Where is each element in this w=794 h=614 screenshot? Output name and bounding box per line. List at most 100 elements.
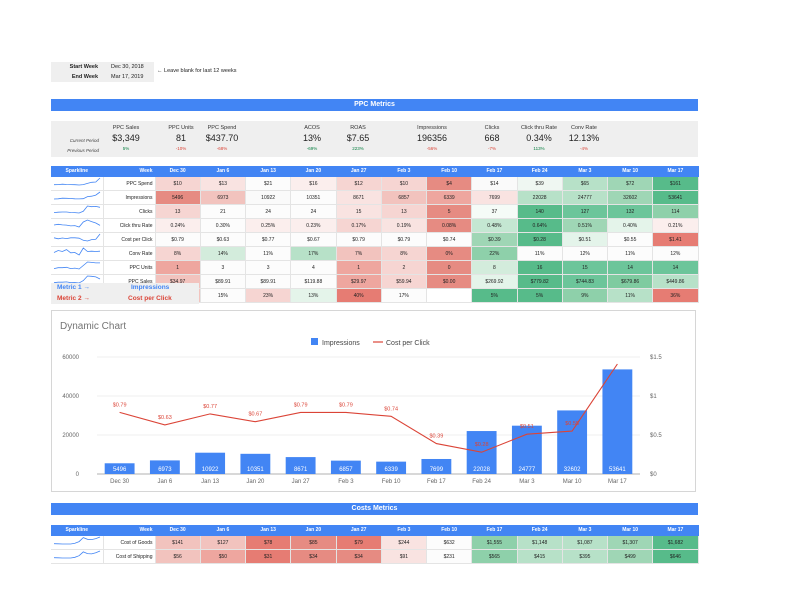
metric-2-select[interactable]: Cost per Click: [128, 295, 172, 302]
header-week: Week: [103, 525, 156, 536]
data-cell: 15: [562, 260, 609, 275]
end-week-value[interactable]: Mar 17, 2019: [111, 74, 144, 80]
data-cell: 22%: [471, 246, 518, 261]
line-value-label: $0.39: [429, 434, 443, 440]
header-week-cell: Jan 6: [200, 525, 247, 536]
data-cell: $14: [471, 176, 518, 191]
current-period-label: Current Period: [69, 138, 99, 143]
data-cell: 6973: [200, 190, 247, 205]
bar-value-label: 6339: [384, 467, 398, 473]
data-cell: $89.91: [200, 274, 247, 289]
start-week-value[interactable]: Dec 30, 2018: [111, 64, 144, 70]
sparkline-cell: [51, 232, 104, 247]
data-cell: $244: [381, 535, 428, 550]
data-cell: 17%: [381, 288, 428, 303]
table-row: Cost of Shipping $56 $50 $31 $34 $34 $91 $231 $5…: [51, 549, 699, 564]
sparkline-line: [53, 233, 101, 242]
legend-swatch-impressions: [311, 338, 318, 345]
data-cell: $39: [517, 176, 563, 191]
data-cell: $59.94: [381, 274, 428, 289]
right-axis-tick: $0: [650, 472, 657, 478]
bar: [195, 452, 226, 474]
x-axis-tick: Feb 3: [338, 479, 354, 485]
summary-metric-name: Conv Rate: [571, 125, 597, 131]
data-cell: $779.82: [517, 274, 563, 289]
summary-metric-name: PPC Units: [168, 125, 194, 131]
sparkline-line: [53, 536, 100, 545]
data-cell: 0.48%: [471, 218, 518, 233]
table-row: Impressions 5496 6973 10922 10351 8671 6857 633…: [51, 190, 699, 205]
header-week-cell: Mar 10: [607, 166, 654, 177]
bar: [104, 463, 135, 474]
data-cell: 21: [200, 204, 247, 219]
data-cell: $1.41: [652, 232, 699, 247]
data-cell: $21: [245, 176, 292, 191]
table-row: Clicks 13 21 24 24 15 13 5 37 140 127 132 114: [51, 204, 699, 219]
data-cell: 14: [652, 260, 699, 275]
data-cell: $1,087: [562, 535, 609, 550]
data-cell: $0.39: [471, 232, 518, 247]
data-cell: $269.92: [471, 274, 518, 289]
data-cell: $1,307: [607, 535, 654, 550]
data-cell: 13: [155, 204, 201, 219]
data-cell: $744.83: [562, 274, 609, 289]
table-row: Cost per Click $0.79 $0.63 $0.77 $0.67 $0.79 $…: [51, 232, 699, 247]
table-header-row: Sparkline Week Dec 30 Jan 6 Jan 13 Jan 20 Jan …: [51, 525, 699, 536]
data-cell: $415: [517, 549, 563, 564]
data-cell: $72: [607, 176, 654, 191]
data-cell: $78: [245, 535, 292, 550]
data-cell: 22028: [517, 190, 563, 205]
left-axis-tick: 0: [76, 472, 80, 478]
table-row: Click thru Rate 0.24% 0.30% 0.25% 0.23% 0.17%…: [51, 218, 699, 233]
data-cell: 14: [607, 260, 654, 275]
date-range-note: ← Leave blank for last 12 weeks: [157, 68, 237, 74]
sparkline-line: [53, 247, 100, 256]
data-cell: 140: [517, 204, 563, 219]
table-row: Cost of Goods $141 $127 $78 $85 $79 $244 $632 $1…: [51, 535, 699, 550]
row-label: Clicks: [103, 204, 156, 219]
data-cell: 0.40%: [607, 218, 654, 233]
x-axis-tick: Jan 13: [201, 479, 220, 485]
data-cell: 5496: [155, 190, 201, 205]
end-week-row: End Week Mar 17, 2019: [51, 72, 154, 82]
data-cell: 12%: [652, 246, 699, 261]
ppc-metrics-table: Sparkline Week Dec 30 Jan 6 Jan 13 Jan 20 Jan …: [51, 166, 699, 303]
table-row: PPC Units 1 3 3 4 1 2 0 8 16 15 14 14: [51, 260, 699, 275]
data-cell: 13%: [290, 288, 337, 303]
x-axis-tick: Feb 10: [382, 479, 401, 485]
data-cell: 36%: [652, 288, 699, 303]
metric-1-select[interactable]: Impressions: [131, 284, 170, 291]
sparkline-cell: [51, 246, 104, 261]
bar: [557, 410, 588, 474]
sparkline: [53, 191, 100, 200]
sparkline-line: [53, 261, 100, 270]
summary-metric-name: Impressions: [417, 125, 447, 131]
summary-metric-value: $3,349: [112, 133, 140, 143]
data-cell: 12%: [562, 246, 609, 261]
bar: [285, 457, 316, 474]
header-sparkline: Sparkline: [51, 166, 104, 177]
row-label: PPC Units: [103, 260, 156, 275]
sparkline: [53, 177, 101, 186]
data-cell: 11%: [517, 246, 563, 261]
data-cell: $141: [155, 535, 201, 550]
bar-value-label: 7699: [430, 467, 444, 473]
summary-metric-change: 223%: [352, 146, 364, 151]
metric-2-label: Metric 2 →: [57, 295, 90, 302]
data-cell: 15: [336, 204, 382, 219]
data-cell: 10922: [245, 190, 292, 205]
data-cell: 3: [245, 260, 292, 275]
line-value-label: $0.79: [113, 402, 127, 408]
right-axis-tick: $1.5: [650, 355, 662, 361]
x-axis-tick: Feb 17: [427, 479, 446, 485]
sparkline: [53, 233, 101, 242]
data-cell: 0.24%: [155, 218, 201, 233]
bar-value-label: 6973: [158, 467, 172, 473]
data-cell: 4: [290, 260, 337, 275]
bar-value-label: 22028: [473, 467, 490, 473]
data-cell: $1,148: [517, 535, 563, 550]
data-cell: 0.19%: [381, 218, 428, 233]
x-axis-tick: Dec 30: [110, 479, 130, 485]
chart-title: Dynamic Chart: [60, 321, 126, 332]
data-cell: $34: [290, 549, 337, 564]
